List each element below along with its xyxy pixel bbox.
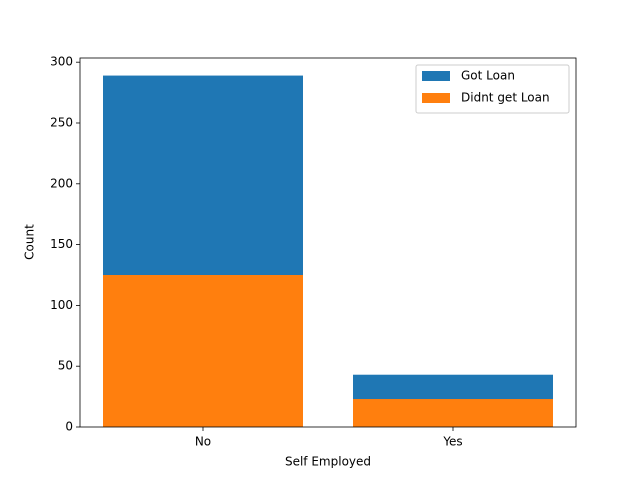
legend-box — [415, 64, 570, 114]
y-tick-label: 100 — [50, 298, 73, 312]
legend-label: Got Loan — [461, 69, 515, 83]
y-tick-label: 300 — [50, 55, 73, 69]
y-axis-label: Count — [23, 224, 37, 260]
y-tick-label: 150 — [50, 237, 73, 251]
bar — [103, 274, 303, 427]
y-tick-label: 200 — [50, 176, 73, 190]
y-tick-label: 50 — [58, 359, 73, 373]
y-tick-label: 250 — [50, 115, 73, 129]
x-tick-label: Yes — [442, 435, 462, 449]
legend-swatch — [422, 93, 450, 103]
x-axis-label: Self Employed — [285, 455, 371, 469]
legend-label: Didnt get Loan — [461, 91, 550, 105]
plot-frame — [79, 57, 577, 428]
legend-swatch — [422, 71, 450, 81]
x-tick-label: No — [195, 435, 211, 449]
bar — [353, 399, 553, 427]
y-tick-label: 0 — [65, 420, 73, 434]
